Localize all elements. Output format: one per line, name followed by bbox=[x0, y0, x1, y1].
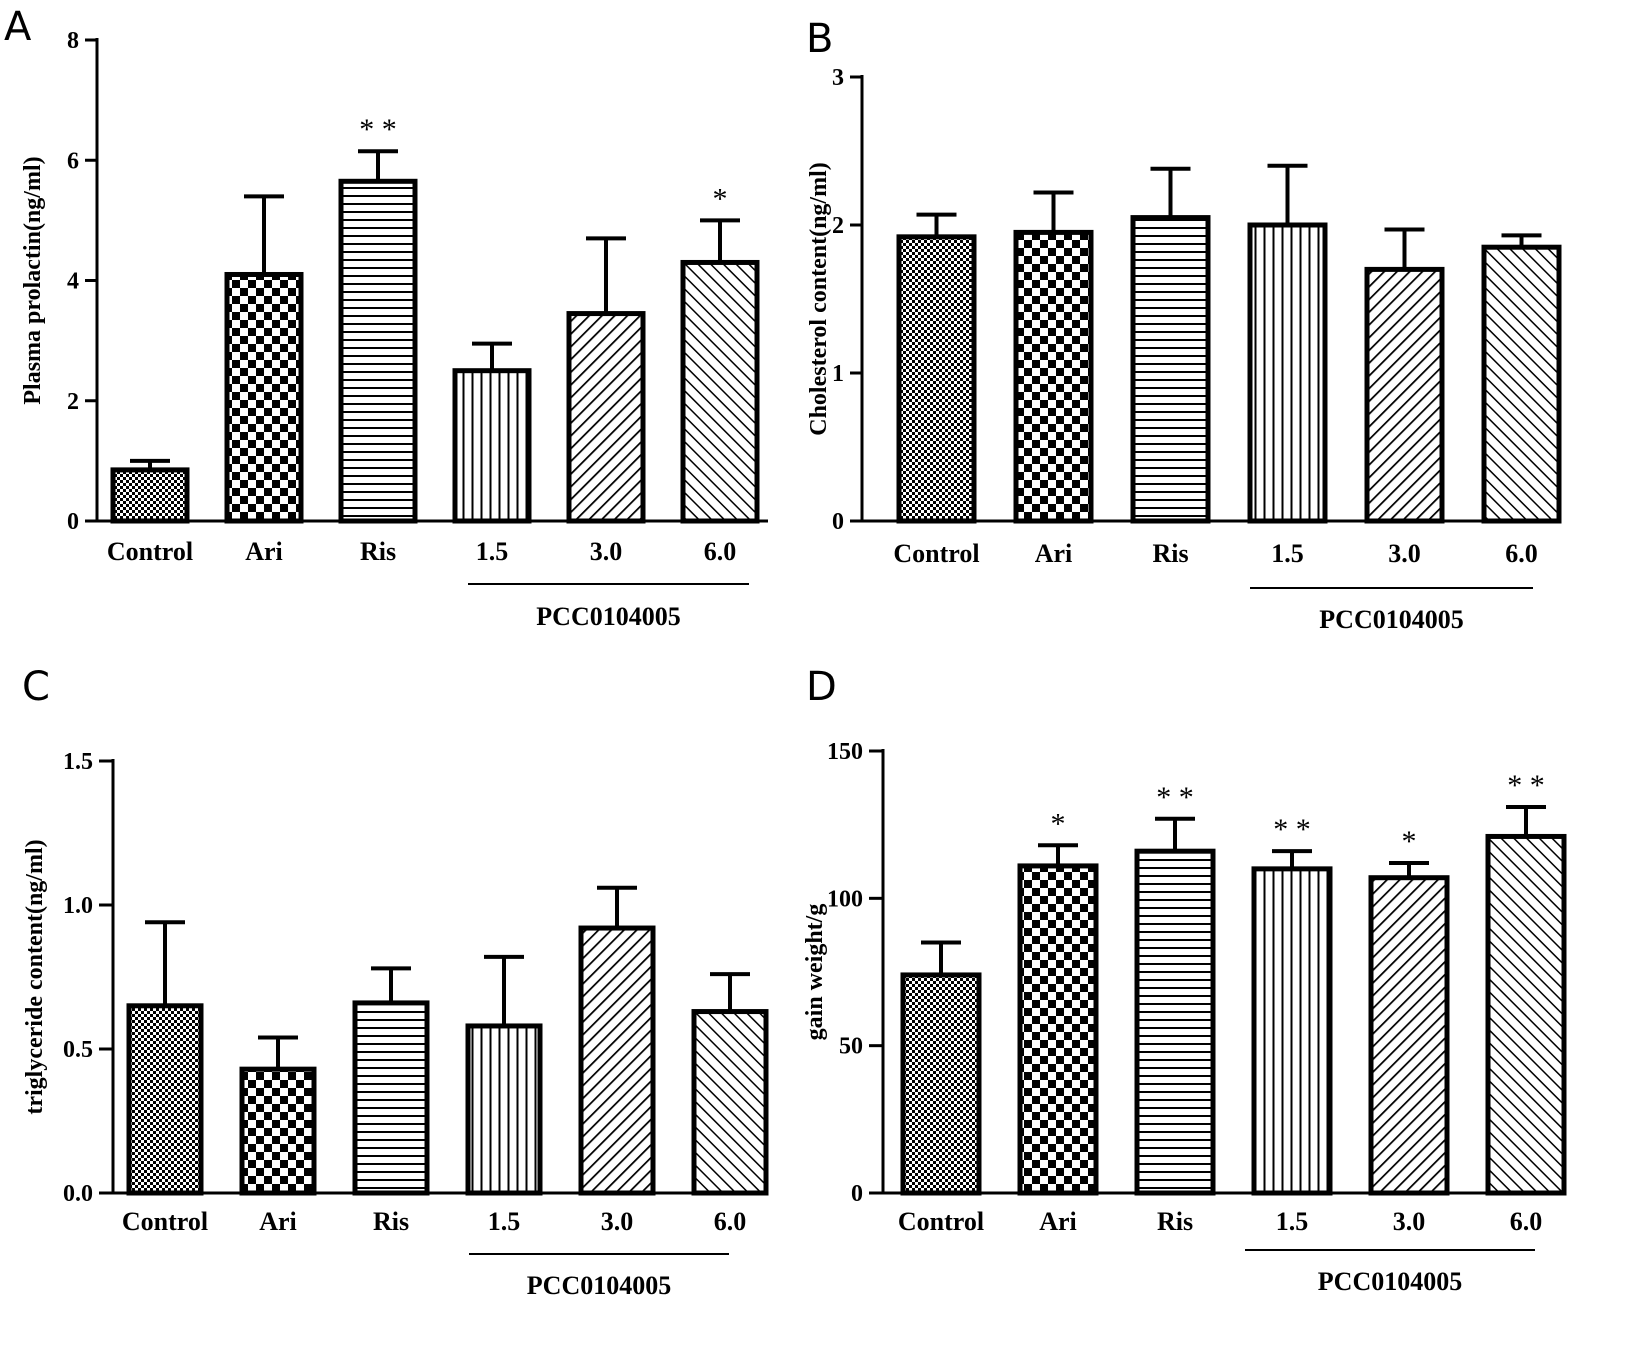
category-label: 1.5 bbox=[1276, 1207, 1309, 1236]
bar-3.0 bbox=[578, 925, 656, 1196]
bar-6.0 bbox=[1481, 244, 1562, 524]
panel-letter: A bbox=[4, 4, 32, 50]
bar-3.0 bbox=[566, 311, 646, 524]
bar-Control bbox=[126, 1003, 204, 1196]
category-label: Ari bbox=[1039, 1207, 1077, 1236]
panel-d: D 0 50 100 150 gain weight/g Control Ari * Ris * *… bbox=[802, 664, 1567, 1296]
significance-mark: * * bbox=[1156, 781, 1194, 814]
category-label: 1.5 bbox=[488, 1207, 521, 1236]
significance-mark: * * bbox=[1273, 813, 1311, 846]
significance-mark: * * bbox=[359, 113, 397, 146]
bar-6.0 bbox=[680, 259, 760, 524]
y-tick-label: 2 bbox=[67, 389, 79, 415]
group-label: PCC0104005 bbox=[536, 602, 680, 631]
bar-Ari bbox=[224, 271, 304, 524]
y-tick-label: 2 bbox=[832, 213, 844, 239]
y-tick-label: 8 bbox=[67, 28, 79, 54]
y-tick-label: 1 bbox=[832, 361, 844, 387]
category-label: 3.0 bbox=[590, 537, 623, 566]
y-tick-label: 4 bbox=[67, 269, 79, 295]
bar-Control bbox=[110, 467, 190, 524]
bar-Ari bbox=[239, 1066, 317, 1196]
panel-letter: D bbox=[806, 664, 837, 710]
group-label: PCC0104005 bbox=[527, 1271, 671, 1300]
category-label: 1.5 bbox=[1271, 539, 1304, 568]
significance-mark: * bbox=[713, 182, 728, 215]
category-label: 6.0 bbox=[704, 537, 737, 566]
y-axis-label: Plasma prolactin(ng/ml) bbox=[20, 156, 46, 404]
category-label: Ris bbox=[1152, 539, 1188, 568]
bar-Control bbox=[900, 972, 982, 1196]
category-label: Ari bbox=[1035, 539, 1073, 568]
bar-Ris bbox=[338, 178, 418, 524]
bar-1.5 bbox=[465, 1023, 543, 1196]
bar-6.0 bbox=[691, 1009, 769, 1196]
bar-Ris bbox=[352, 1000, 430, 1196]
bar-Ris bbox=[1130, 215, 1211, 524]
y-tick-label: 1.0 bbox=[63, 893, 93, 919]
category-label: Ris bbox=[360, 537, 396, 566]
bar-1.5 bbox=[1247, 222, 1328, 524]
category-label: 6.0 bbox=[1510, 1207, 1543, 1236]
bar-1.5 bbox=[452, 368, 532, 524]
significance-mark: * bbox=[1051, 807, 1066, 840]
group-label: PCC0104005 bbox=[1318, 1267, 1462, 1296]
bar-6.0 bbox=[1485, 833, 1567, 1196]
y-tick-label: 100 bbox=[827, 886, 863, 912]
y-tick-label: 150 bbox=[827, 739, 863, 765]
bar-3.0 bbox=[1368, 875, 1450, 1196]
bar-1.5 bbox=[1251, 866, 1333, 1196]
category-label: 6.0 bbox=[1505, 539, 1538, 568]
y-tick-label: 6 bbox=[67, 148, 79, 174]
y-tick-label: 1.5 bbox=[63, 749, 93, 775]
category-label: 3.0 bbox=[1393, 1207, 1426, 1236]
category-label: 3.0 bbox=[601, 1207, 634, 1236]
category-label: Control bbox=[107, 537, 193, 566]
panel-letter: B bbox=[806, 16, 833, 62]
y-tick-label: 0 bbox=[67, 509, 79, 535]
y-tick-label: 0.0 bbox=[63, 1181, 93, 1207]
y-tick-label: 50 bbox=[839, 1034, 863, 1060]
panel-letter: C bbox=[22, 664, 50, 710]
category-label: Ari bbox=[245, 537, 283, 566]
category-label: Control bbox=[898, 1207, 984, 1236]
bar-Ari bbox=[1017, 863, 1099, 1196]
y-tick-label: 0.5 bbox=[63, 1037, 93, 1063]
category-label: 3.0 bbox=[1388, 539, 1421, 568]
y-axis-label: gain weight/g bbox=[802, 904, 828, 1041]
y-tick-label: 0 bbox=[851, 1181, 863, 1207]
bar-Ari bbox=[1013, 229, 1094, 524]
category-label: Ris bbox=[373, 1207, 409, 1236]
panel-c: C 0.0 0.5 1.0 1.5 triglyceride content(ng/ml)… bbox=[22, 664, 769, 1300]
significance-mark: * * bbox=[1507, 769, 1545, 802]
y-axis-label: Cholesterol content(ng/ml) bbox=[806, 162, 832, 436]
y-tick-label: 3 bbox=[832, 65, 844, 91]
category-label: Ris bbox=[1157, 1207, 1193, 1236]
group-label: PCC0104005 bbox=[1319, 605, 1463, 634]
bar-3.0 bbox=[1364, 266, 1445, 524]
y-tick-label: 0 bbox=[832, 509, 844, 535]
category-label: Ari bbox=[259, 1207, 297, 1236]
category-label: Control bbox=[122, 1207, 208, 1236]
y-axis-label: triglyceride content(ng/ml) bbox=[22, 839, 48, 1114]
panel-a: A 0 2 4 6 8 Plasma prolactin(ng/ml) Control Ari R… bbox=[4, 4, 768, 631]
bar-Control bbox=[896, 234, 977, 524]
bar-Ris bbox=[1134, 848, 1216, 1196]
significance-mark: * bbox=[1402, 825, 1417, 858]
category-label: 1.5 bbox=[476, 537, 509, 566]
category-label: 6.0 bbox=[714, 1207, 747, 1236]
category-label: Control bbox=[893, 539, 979, 568]
panel-b: B 0 1 2 3 Cholesterol content(ng/ml) Control Ar… bbox=[806, 16, 1562, 634]
